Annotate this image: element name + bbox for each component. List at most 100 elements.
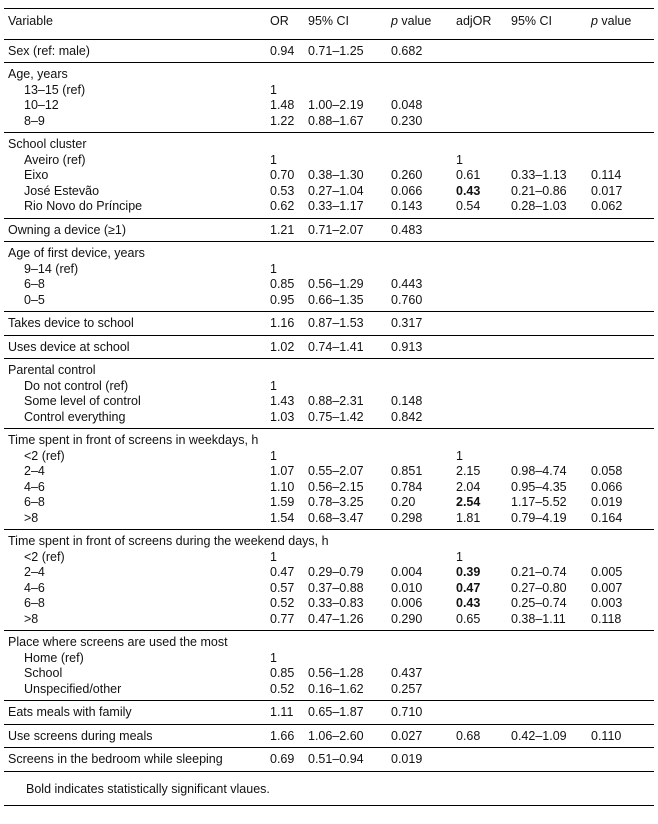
cell: 0.95–4.35 [507, 480, 587, 496]
cell-value: 0.55–2.07 [308, 464, 364, 478]
cell: 0.066 [387, 184, 452, 200]
cell: 0.88–1.67 [304, 114, 387, 133]
cell-value: 0.79–4.19 [511, 510, 567, 525]
cell: 0.56–1.28 [304, 666, 387, 682]
table-row: Do not control (ref) 1 [4, 379, 654, 395]
cell-value: 0.85 [270, 666, 295, 680]
cell [452, 83, 507, 99]
row-group: Uses device at school 1.02 0.74–1.41 0.913 [4, 335, 654, 359]
cell: 0.019 [387, 748, 452, 772]
cell-value: 1.54 [270, 510, 295, 525]
row-label: >8 [24, 510, 39, 525]
cell: 0.048 [387, 98, 452, 114]
cell: 0.164 [587, 511, 654, 530]
cell-value: 1 [456, 549, 463, 564]
row-label: Uses device at school [8, 339, 130, 354]
cell-value: 0.75–1.42 [308, 409, 364, 424]
group-title: School cluster [8, 137, 87, 151]
cell: 0.55–2.07 [304, 464, 387, 480]
cell-value: 0.148 [391, 394, 423, 408]
cell [507, 449, 587, 465]
cell-value: 0.019 [391, 752, 423, 766]
cell: 0.98–4.74 [507, 464, 587, 480]
cell-value: 0.437 [391, 666, 423, 680]
cell [587, 394, 654, 410]
cell-value: 0.21–0.86 [511, 183, 567, 198]
row-group: Eats meals with family 1.11 0.65–1.87 0.710 [4, 701, 654, 725]
cell [587, 666, 654, 682]
cell: 0.483 [387, 218, 452, 242]
cell: 0.39 [452, 565, 507, 581]
cell-value: 0.43 [456, 596, 481, 610]
group-title: Age of first device, years [8, 246, 145, 260]
cell [507, 394, 587, 410]
cell [452, 312, 507, 336]
row-label: Control everything [24, 409, 126, 424]
cell: 0.317 [387, 312, 452, 336]
cell-value: 1.16 [270, 316, 295, 330]
cell-value: 0.95 [270, 292, 295, 307]
cell [587, 83, 654, 99]
cell-value: 0.47 [270, 565, 295, 579]
table-row: 8–9 1.22 0.88–1.67 0.230 [4, 114, 654, 133]
cell [587, 262, 654, 278]
cell [587, 701, 654, 725]
row-label: Screens in the bedroom while sleeping [8, 752, 223, 766]
cell-value: 0.56–1.29 [308, 277, 364, 291]
cell: 0.78–3.25 [304, 495, 387, 511]
cell: 0.43 [452, 596, 507, 612]
cell [507, 83, 587, 99]
cell [507, 39, 587, 63]
cell: 0.143 [387, 199, 452, 218]
cell [452, 335, 507, 359]
cell-value: 1 [270, 650, 277, 665]
row-label: Eixo [24, 168, 49, 182]
cell [452, 748, 507, 772]
cell: 1.16 [266, 312, 304, 336]
cell-value: 1.43 [270, 394, 295, 408]
cell-value: 0.66–1.35 [308, 292, 364, 307]
cell-value: 0.29–0.79 [308, 565, 364, 579]
row-label: Takes device to school [8, 316, 134, 330]
table-row: 2–4 1.07 0.55–2.07 0.851 2.15 0.98–4.74 0.058 [4, 464, 654, 480]
cell: 1 [266, 651, 304, 667]
cell-value: 0.20 [391, 495, 416, 509]
cell-value: 0.47 [456, 580, 481, 595]
cell [387, 379, 452, 395]
table-row: 9–14 (ref) 1 [4, 262, 654, 278]
cell: 0.69 [266, 748, 304, 772]
cell-value: 0.710 [391, 705, 423, 719]
cell-value: 0.74–1.41 [308, 339, 364, 354]
cell: 0.066 [587, 480, 654, 496]
cell [587, 410, 654, 429]
group-title-row: Time spent in front of screens during th… [4, 530, 654, 550]
cell: 1.43 [266, 394, 304, 410]
table-row: 4–6 1.10 0.56–2.15 0.784 2.04 0.95–4.35 0.066 [4, 480, 654, 496]
cell-value: 0.52 [270, 681, 295, 696]
cell-value: 0.42–1.09 [511, 728, 567, 743]
cell: 1 [452, 449, 507, 465]
row-label: 9–14 (ref) [24, 261, 79, 276]
table-row: School 0.85 0.56–1.28 0.437 [4, 666, 654, 682]
cell: 0.062 [587, 199, 654, 218]
cell: 2.04 [452, 480, 507, 496]
cell-value: 0.290 [391, 611, 423, 626]
cell [452, 218, 507, 242]
cell-value: 0.52 [270, 596, 295, 610]
header-row: Variable OR 95% CI p value adjOR 95% CI p valu… [4, 8, 654, 40]
cell-value: 0.913 [391, 339, 423, 354]
cell [507, 277, 587, 293]
row-label: José Estevão [24, 183, 100, 198]
cell-value: 1.66 [270, 728, 295, 743]
cell: 0.38–1.30 [304, 168, 387, 184]
cell: 0.25–0.74 [507, 596, 587, 612]
header-cell: OR [266, 8, 304, 40]
cell: 0.70 [266, 168, 304, 184]
cell [387, 83, 452, 99]
cell-value: 1.03 [270, 409, 295, 424]
table-row: 2–4 0.47 0.29–0.79 0.004 0.39 0.21–0.74 0.005 [4, 565, 654, 581]
cell: 0.710 [387, 701, 452, 725]
cell: 0.65–1.87 [304, 701, 387, 725]
cell-value: 0.87–1.53 [308, 316, 364, 330]
